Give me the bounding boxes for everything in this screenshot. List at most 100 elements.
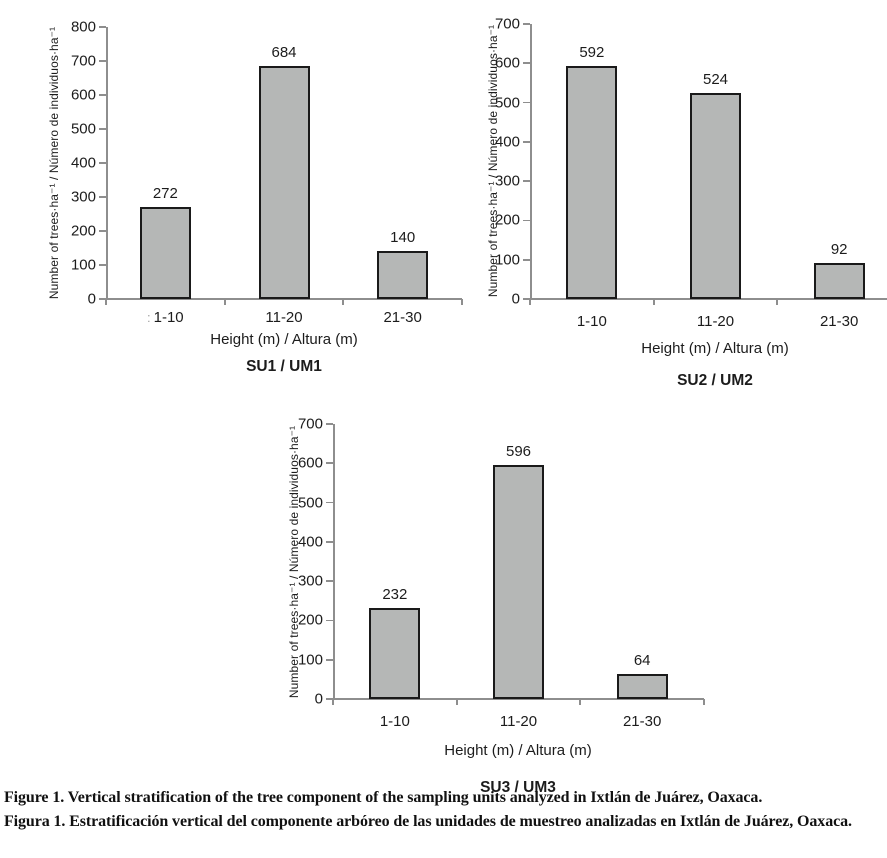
y-tick	[326, 501, 333, 504]
y-tick	[523, 101, 530, 104]
bar	[369, 607, 421, 699]
y-tick	[99, 60, 106, 62]
y-tick	[523, 23, 530, 25]
bar	[813, 262, 865, 299]
x-tick	[223, 299, 226, 305]
x-axis-label: Height (m) / Altura (m)	[210, 331, 358, 348]
y-tick-label: 600	[494, 54, 520, 72]
y-tick	[523, 62, 530, 65]
y-axis-line	[530, 24, 532, 300]
y-tick	[326, 619, 333, 622]
bar-value-label: 684	[271, 44, 297, 62]
y-tick-label: 400	[297, 533, 323, 551]
plot-area: 0 100 200 300 400 500 600 700 592 1-10 524 11-20 92 2…	[495, 16, 887, 330]
plot-area: 0 100 200 300 400 500 600 700 800 272:1-10 684 11-2…	[71, 19, 463, 326]
chart-title: SU3 / UM3	[480, 779, 556, 796]
bar-chart-su2-um2: Number of trees·ha⁻¹ / Número de individ…	[483, 16, 887, 406]
y-tick-label: 700	[494, 15, 520, 33]
y-tick	[523, 180, 530, 183]
y-tick	[523, 298, 530, 300]
y-tick	[99, 196, 106, 198]
y-tick	[523, 258, 530, 261]
y-tick-label: 200	[494, 211, 520, 229]
y-tick-label: 200	[70, 222, 96, 240]
plot-area: 0 100 200 300 400 500 600 700 232 1-10 596 11-20 64 2…	[298, 416, 705, 730]
x-axis-label: Height (m) / Altura (m)	[641, 340, 789, 357]
y-tick-label: 0	[314, 690, 323, 708]
bar-chart-su3-um3: Number of trees·ha⁻¹ / Número de individ…	[260, 406, 720, 811]
bar	[690, 93, 741, 299]
y-tick-label: 0	[511, 290, 520, 308]
x-tick	[652, 299, 655, 305]
y-axis-line	[106, 27, 108, 300]
x-tick	[529, 299, 531, 305]
y-tick-label: 400	[494, 133, 520, 151]
y-tick	[99, 94, 106, 96]
scan-artifact: :	[147, 310, 151, 325]
y-tick	[523, 219, 530, 222]
x-tick-label: 1-10	[379, 713, 410, 730]
y-tick	[99, 26, 106, 28]
x-tick	[776, 299, 779, 305]
x-tick	[703, 699, 705, 705]
bar-value-label: 232	[382, 585, 408, 603]
x-tick-label: 21-30	[383, 309, 422, 326]
chart-title: SU2 / UM2	[677, 372, 753, 389]
y-tick-label: 600	[70, 86, 96, 104]
y-tick	[326, 462, 333, 465]
y-tick	[326, 658, 333, 661]
y-tick	[326, 580, 333, 583]
x-tick	[461, 299, 463, 305]
y-tick-label: 300	[297, 572, 323, 590]
bar	[258, 66, 310, 299]
bar-value-label: 524	[702, 71, 729, 89]
x-tick-label: 21-30	[622, 713, 662, 730]
bar-value-label: 140	[390, 229, 416, 247]
y-tick	[326, 698, 333, 700]
bar	[616, 673, 668, 699]
y-tick-label: 100	[70, 256, 96, 274]
y-tick-label: 700	[70, 52, 96, 70]
y-tick	[326, 540, 333, 543]
y-tick-label: 500	[494, 94, 520, 112]
y-tick-label: 500	[297, 494, 323, 512]
y-tick-label: 300	[70, 188, 96, 206]
bar-value-label: 596	[505, 442, 532, 460]
x-tick-label: :1-10	[147, 309, 184, 326]
x-tick-label: 21-30	[819, 313, 859, 330]
y-tick-label: 800	[70, 18, 96, 36]
figure-caption: Figure 1. Vertical stratification of the…	[4, 786, 884, 834]
y-tick	[326, 423, 333, 425]
y-tick-label: 0	[87, 290, 96, 308]
y-tick-label: 100	[297, 651, 323, 669]
x-tick-label: 11-20	[499, 713, 538, 730]
bar-value-label: 92	[830, 240, 848, 258]
caption-english: Figure 1. Vertical stratification of the…	[4, 789, 763, 806]
bar-value-label: 64	[633, 651, 651, 669]
x-tick	[455, 699, 458, 705]
x-tick-label: 11-20	[265, 309, 303, 326]
y-tick-label: 100	[494, 251, 520, 269]
bar-value-label: 592	[579, 44, 605, 62]
bar	[493, 464, 544, 699]
y-tick-label: 200	[297, 611, 323, 629]
caption-spanish: Figura 1. Estratificación vertical del c…	[4, 813, 852, 830]
x-axis-label: Height (m) / Altura (m)	[444, 742, 592, 759]
y-tick	[99, 264, 106, 266]
x-tick	[579, 699, 582, 705]
x-tick	[342, 299, 345, 305]
y-axis-line	[333, 424, 335, 700]
bar-value-label: 272	[152, 184, 178, 202]
y-tick	[99, 162, 106, 164]
y-tick-label: 500	[70, 120, 96, 138]
y-tick-label: 600	[297, 454, 323, 472]
chart-title: SU1 / UM1	[246, 358, 322, 375]
x-tick	[332, 699, 334, 705]
y-tick	[99, 230, 106, 232]
x-tick-label: 1-10	[576, 313, 607, 330]
y-tick	[99, 298, 106, 300]
x-tick-label: 11-20	[696, 313, 735, 330]
bar	[139, 206, 191, 299]
bar	[377, 251, 429, 299]
